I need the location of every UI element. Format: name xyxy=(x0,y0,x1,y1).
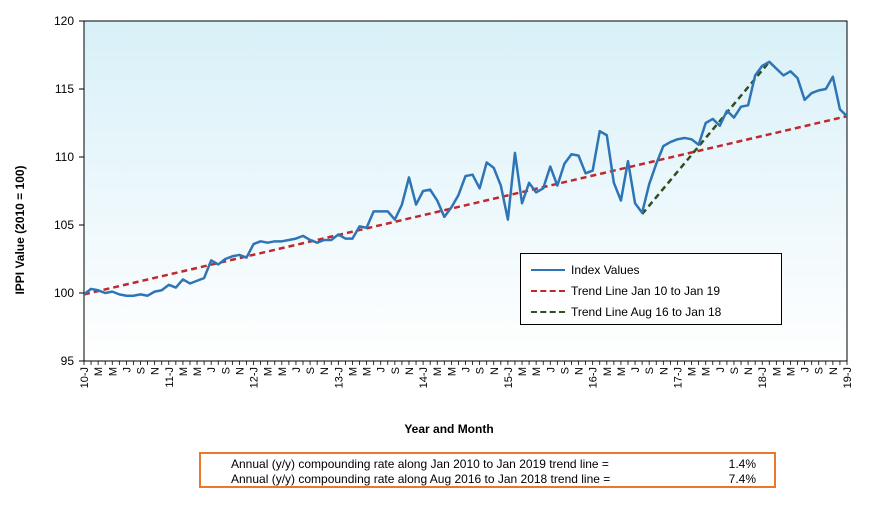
x-tick-label: M xyxy=(432,367,444,376)
x-tick-label: J xyxy=(121,367,133,373)
x-tick-label: S xyxy=(390,367,402,374)
x-tick-label: 16-J xyxy=(588,367,600,388)
legend: Index Values Trend Line Jan 10 to Jan 19… xyxy=(520,253,782,325)
annotation-value: 1.4% xyxy=(728,457,756,471)
x-tick-label: N xyxy=(658,367,670,375)
x-tick-label: 19-J xyxy=(842,367,854,388)
annotation-row: Annual (y/y) compounding rate along Aug … xyxy=(231,472,774,487)
x-tick-label: 11-J xyxy=(164,367,176,388)
trend-line-series xyxy=(84,114,847,296)
x-tick-label: 15-J xyxy=(503,367,515,388)
x-tick-label: 17-J xyxy=(672,367,684,388)
y-tick-label: 110 xyxy=(55,150,74,164)
x-tick-label: N xyxy=(828,367,840,375)
x-tick-label: M xyxy=(277,367,289,376)
x-tick-label: 14-J xyxy=(418,367,430,388)
y-tick-label: 115 xyxy=(55,82,74,96)
annotation-value: 7.4% xyxy=(728,472,756,486)
y-tick-label: 105 xyxy=(54,218,74,232)
y-axis: 95 100 105 110 115 120 xyxy=(54,14,84,368)
x-tick-label: M xyxy=(107,367,119,376)
x-tick-label: J xyxy=(461,367,473,373)
x-tick-label: J xyxy=(291,367,303,373)
x-tick-label: M xyxy=(616,367,628,376)
legend-label: Index Values xyxy=(571,263,640,277)
x-tick-label: S xyxy=(136,367,148,374)
y-axis-label: IPPI Value (2010 = 100) xyxy=(13,165,27,295)
x-tick-label: M xyxy=(602,367,614,376)
legend-label: Trend Line Jan 10 to Jan 19 xyxy=(571,284,720,298)
x-tick-label: M xyxy=(687,367,699,376)
x-axis-label: Year and Month xyxy=(404,422,494,436)
x-tick-label: S xyxy=(559,367,571,374)
index-values-series xyxy=(84,60,847,297)
x-tick-label: N xyxy=(404,367,416,375)
x-tick-label: M xyxy=(517,367,529,376)
x-tick-label: N xyxy=(743,367,755,375)
x-tick-label: M xyxy=(263,367,275,376)
x-tick-label: N xyxy=(150,367,162,375)
annotation-box: Annual (y/y) compounding rate along Jan … xyxy=(199,452,776,488)
x-tick-label: S xyxy=(220,367,232,374)
legend-swatch-solid xyxy=(531,269,565,271)
x-tick-label: S xyxy=(729,367,741,374)
x-tick-label: S xyxy=(475,367,487,374)
x-tick-label: J xyxy=(206,367,218,373)
x-tick-label: N xyxy=(489,367,501,375)
legend-label: Trend Line Aug 16 to Jan 18 xyxy=(571,305,722,319)
annotation-text: Annual (y/y) compounding rate along Aug … xyxy=(231,472,611,486)
x-tick-label: 10-J xyxy=(79,367,91,388)
x-tick-label: J xyxy=(545,367,557,373)
legend-item-index-values: Index Values xyxy=(531,260,640,280)
x-tick-label: J xyxy=(800,367,812,373)
x-tick-label: N xyxy=(319,367,331,375)
x-tick-label: 18-J xyxy=(757,367,769,388)
y-tick-label: 100 xyxy=(54,286,74,300)
x-tick-label: N xyxy=(574,367,586,375)
y-tick-label: 120 xyxy=(54,14,74,28)
x-tick-label: M xyxy=(347,367,359,376)
y-tick-label: 95 xyxy=(61,354,75,368)
x-tick-label: M xyxy=(531,367,543,376)
annotation-text: Annual (y/y) compounding rate along Jan … xyxy=(231,457,609,471)
x-tick-label: 12-J xyxy=(249,367,261,388)
legend-item-trend-2016-2018: Trend Line Aug 16 to Jan 18 xyxy=(531,302,721,322)
x-tick-label: M xyxy=(701,367,713,376)
x-tick-label: M xyxy=(446,367,458,376)
x-tick-label: J xyxy=(715,367,727,373)
x-tick-label: M xyxy=(771,367,783,376)
x-tick-label: N xyxy=(234,367,246,375)
x-tick-label: S xyxy=(644,367,656,374)
x-tick-label: S xyxy=(305,367,317,374)
x-tick-label: M xyxy=(362,367,374,376)
x-tick-label: J xyxy=(630,367,642,373)
x-tick-label: M xyxy=(192,367,204,376)
x-tick-label: S xyxy=(814,367,826,374)
x-tick-label: J xyxy=(376,367,388,373)
x-tick-label: M xyxy=(93,367,105,376)
legend-item-trend-2010-2019: Trend Line Jan 10 to Jan 19 xyxy=(531,281,720,301)
x-tick-label: 13-J xyxy=(333,367,345,388)
legend-swatch-red-dashed xyxy=(531,290,565,292)
annotation-row: Annual (y/y) compounding rate along Jan … xyxy=(231,457,774,472)
x-axis: 10-J M M J S N 11-J M M J S N 12-J M M J S N 13-J M M J S N 14-J… xyxy=(79,361,854,388)
legend-swatch-green-dashed xyxy=(531,311,565,313)
x-tick-label: M xyxy=(178,367,190,376)
series-layer xyxy=(84,60,847,297)
x-tick-label: M xyxy=(785,367,797,376)
trend-line-series xyxy=(641,60,771,215)
